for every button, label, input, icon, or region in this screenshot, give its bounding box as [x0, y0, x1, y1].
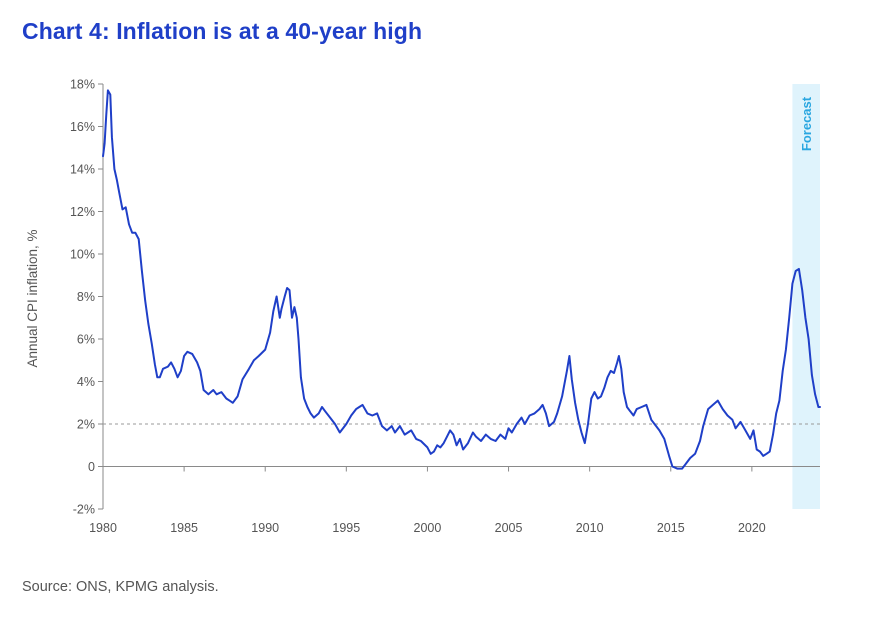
- y-tick-label: 8%: [77, 290, 95, 304]
- cpi-inflation-line: [102, 89, 821, 470]
- chart-title: Chart 4: Inflation is at a 40-year high: [22, 18, 423, 44]
- y-tick-label: 12%: [70, 205, 95, 219]
- y-tick-label: 6%: [77, 333, 95, 347]
- y-tick-label: 4%: [77, 375, 95, 389]
- x-tick-label: 1980: [89, 521, 117, 535]
- y-tick-label: -2%: [73, 503, 95, 517]
- y-tick-label: 2%: [77, 418, 95, 432]
- x-tick-label: 2015: [657, 521, 685, 535]
- y-axis-label: Annual CPI inflation, %: [25, 229, 40, 367]
- y-tick-label: 18%: [70, 78, 95, 92]
- y-tick-label: 14%: [70, 163, 95, 177]
- y-tick-label: 0: [88, 460, 95, 474]
- x-tick-label: 1995: [332, 521, 360, 535]
- forecast-band: [792, 84, 820, 509]
- x-tick-label: 1985: [170, 521, 198, 535]
- y-tick-label: 16%: [70, 120, 95, 134]
- x-tick-label: 1990: [251, 521, 279, 535]
- y-tick-label: 10%: [70, 248, 95, 262]
- forecast-label: Forecast: [799, 96, 814, 151]
- x-tick-label: 2020: [738, 521, 766, 535]
- x-tick-label: 2000: [414, 521, 442, 535]
- x-tick-label: 2005: [495, 521, 523, 535]
- x-tick-label: 2010: [576, 521, 604, 535]
- source-note: Source: ONS, KPMG analysis.: [22, 579, 219, 595]
